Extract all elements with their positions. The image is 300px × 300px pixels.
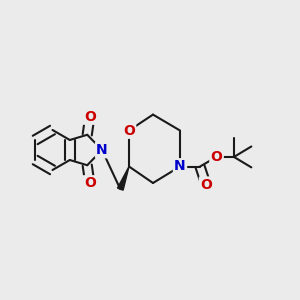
Polygon shape bbox=[118, 167, 129, 190]
Text: N: N bbox=[174, 160, 186, 173]
Text: O: O bbox=[211, 150, 223, 164]
Text: O: O bbox=[84, 110, 96, 124]
Text: O: O bbox=[200, 178, 212, 192]
Text: N: N bbox=[96, 143, 108, 157]
Text: O: O bbox=[123, 124, 135, 137]
Text: O: O bbox=[84, 176, 96, 190]
